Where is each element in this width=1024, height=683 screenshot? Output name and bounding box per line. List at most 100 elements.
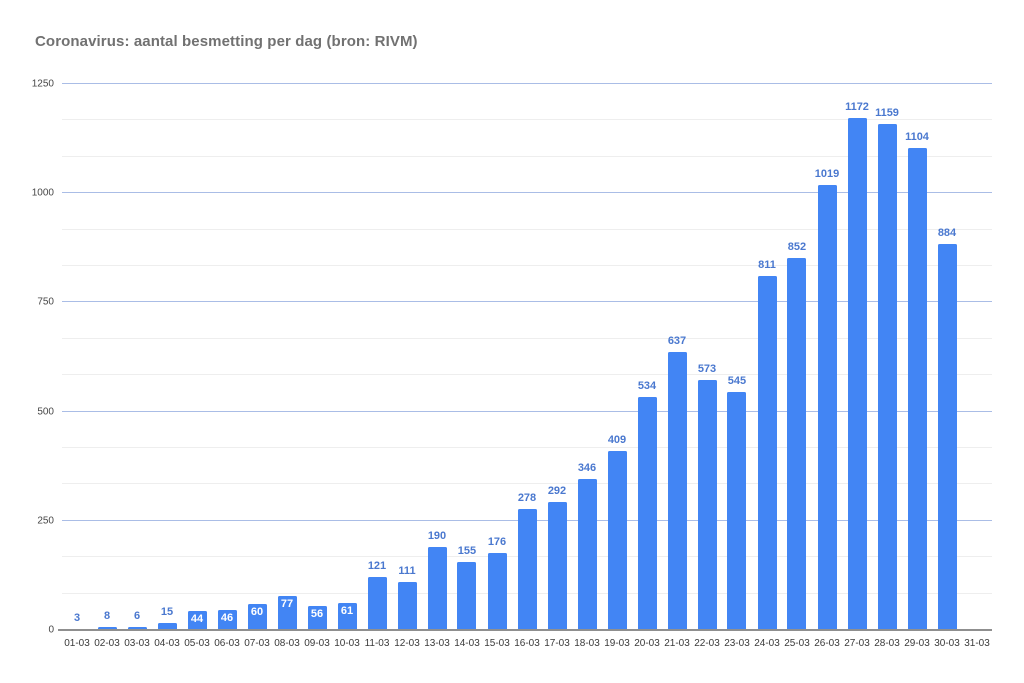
x-axis-tick-label: 01-03: [64, 638, 90, 649]
bar-value-label: 77: [280, 598, 294, 611]
x-axis-tick-label: 30-03: [934, 638, 960, 649]
bar: [637, 396, 657, 630]
x-axis-tick-label: 13-03: [424, 638, 450, 649]
x-axis-labels: 01-03 02-03 03-03 04-03 05-03 06-03 07-03 08-03…: [62, 638, 992, 652]
x-axis-tick-label: 23-03: [724, 638, 750, 649]
minor-gridline: [62, 483, 992, 485]
bar-value-label: 1172: [845, 101, 869, 114]
x-axis-tick-label: 27-03: [844, 638, 870, 649]
bar-value-label: 56: [310, 607, 324, 620]
bar: [667, 351, 687, 630]
bar: [427, 547, 447, 630]
bar-value-label: 278: [517, 491, 537, 504]
bar: [547, 502, 567, 630]
x-axis-tick-label: 12-03: [394, 638, 420, 649]
x-axis-tick-label: 08-03: [274, 638, 300, 649]
x-axis-tick-label: 16-03: [514, 638, 540, 649]
y-axis-tick-label: 1000: [31, 187, 54, 199]
bar-value-label: 409: [607, 434, 627, 447]
bar-value-label: 852: [787, 240, 807, 253]
bar: [307, 605, 327, 630]
bar-value-label: 155: [457, 545, 477, 558]
minor-gridline: [62, 374, 992, 376]
bar-value-label: 637: [667, 334, 687, 347]
bar-value-label: 811: [758, 258, 776, 271]
bar-value-label: 534: [637, 379, 657, 392]
bar-value-label: 61: [340, 605, 354, 618]
bar-value-label: 8: [103, 609, 111, 622]
major-gridline: [62, 410, 992, 412]
x-axis-tick-label: 07-03: [244, 638, 270, 649]
x-axis-tick-label: 06-03: [214, 638, 240, 649]
bar: [217, 609, 237, 630]
bar: [907, 147, 927, 630]
bar-value-label: 15: [160, 606, 174, 619]
bar: [727, 391, 747, 630]
bar-value-label: 346: [577, 461, 597, 474]
x-axis-tick-label: 02-03: [94, 638, 120, 649]
bar: [367, 577, 387, 630]
minor-gridline: [62, 228, 992, 230]
bar-value-label: 46: [220, 611, 234, 624]
bar: [127, 627, 147, 630]
bar: [247, 603, 267, 630]
major-gridline: [62, 192, 992, 194]
x-axis-tick-label: 22-03: [694, 638, 720, 649]
y-axis-tick-label: 0: [48, 624, 54, 636]
x-axis-tick-label: 28-03: [874, 638, 900, 649]
bar-value-label: 111: [398, 564, 416, 577]
x-axis-tick-label: 09-03: [304, 638, 330, 649]
x-axis-tick-label: 25-03: [784, 638, 810, 649]
minor-gridline: [62, 155, 992, 157]
bar: [847, 118, 867, 630]
minor-gridline: [62, 447, 992, 448]
x-axis-line: [58, 629, 992, 631]
bar-value-label: 176: [487, 536, 507, 549]
bar: [187, 610, 207, 630]
bar: [157, 623, 177, 630]
minor-gridline: [62, 119, 992, 121]
minor-gridline: [62, 337, 992, 339]
x-axis-tick-label: 31-03: [964, 638, 990, 649]
bar: [277, 596, 297, 630]
bar-value-label: 292: [547, 485, 567, 498]
x-axis-tick-label: 19-03: [604, 638, 630, 649]
x-axis-tick-label: 20-03: [634, 638, 660, 649]
x-axis-tick-label: 10-03: [334, 638, 360, 649]
bars-layer: 3 8 6 15 44 46 60 77 56 61 121 111 190 155 176 278 292 34…: [62, 84, 992, 630]
bar-value-label: 1104: [905, 130, 929, 143]
y-axis-tick-label: 500: [37, 406, 54, 418]
x-axis-tick-label: 14-03: [454, 638, 480, 649]
bar-value-label: 1159: [875, 106, 899, 119]
bar-value-label: 190: [427, 530, 447, 543]
x-axis-tick-label: 03-03: [124, 638, 150, 649]
bar-value-label: 60: [250, 605, 264, 618]
major-gridline: [62, 83, 992, 84]
bar: [817, 184, 837, 630]
bar-value-label: 545: [727, 374, 747, 387]
bar: [457, 562, 477, 630]
plot-area: 3 8 6 15 44 46 60 77 56 61 121 111 190 155 176 278 292 34…: [58, 83, 992, 631]
chart-title: Coronavirus: aantal besmetting per dag (…: [35, 33, 418, 50]
bar: [397, 581, 417, 630]
x-axis-tick-label: 17-03: [544, 638, 570, 649]
bar: [937, 243, 957, 630]
x-axis-tick-label: 11-03: [364, 638, 390, 649]
minor-gridline: [62, 265, 992, 266]
x-axis-tick-label: 24-03: [754, 638, 780, 649]
bar: [337, 603, 357, 630]
bar-value-label: 6: [133, 610, 141, 623]
x-axis-tick-label: 04-03: [154, 638, 180, 649]
x-axis-tick-label: 26-03: [814, 638, 840, 649]
x-axis-tick-label: 18-03: [574, 638, 600, 649]
major-gridline: [62, 301, 992, 303]
bar: [97, 626, 117, 630]
bar: [697, 379, 717, 630]
bar: [517, 508, 537, 630]
y-axis-tick-label: 750: [37, 296, 54, 308]
x-axis-tick-label: 05-03: [184, 638, 210, 649]
bar-value-label: 884: [937, 226, 957, 239]
bar-value-label: 121: [367, 560, 387, 573]
bar-value-label: 3: [73, 611, 81, 624]
x-axis-tick-label: 15-03: [484, 638, 510, 649]
